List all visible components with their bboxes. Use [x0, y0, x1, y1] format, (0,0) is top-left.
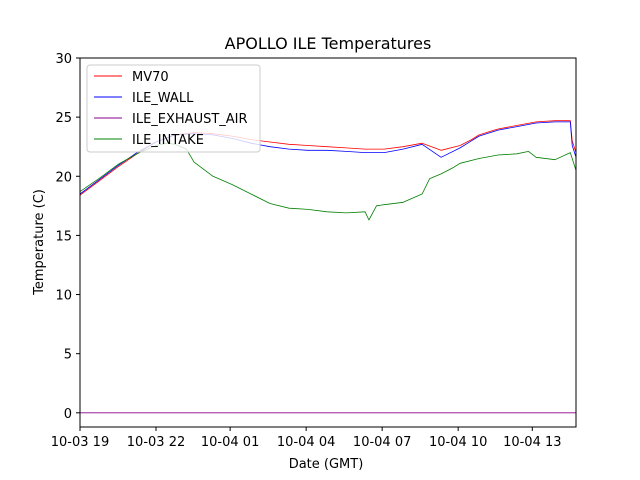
x-tick-label: 10-04 13: [503, 435, 561, 450]
y-tick-label: 30: [55, 52, 72, 67]
y-tick-label: 25: [55, 111, 72, 126]
legend: MV70 ILE_WALL ILE_EXHAUST_AIR ILE_INTAKE: [86, 64, 261, 153]
legend-label: ILE_INTAKE: [132, 133, 204, 148]
y-tick-label: 0: [64, 407, 72, 422]
x-tick-label: 10-03 22: [127, 435, 185, 450]
x-tick-label: 10-03 19: [51, 435, 109, 450]
chart-title: APOLLO ILE Temperatures: [225, 34, 432, 53]
legend-label: ILE_EXHAUST_AIR: [132, 112, 248, 127]
x-tick-label: 10-04 07: [353, 435, 411, 450]
legend-label: MV70: [132, 70, 169, 85]
y-tick-label: 20: [55, 170, 72, 185]
x-axis-title: Date (GMT): [289, 457, 364, 472]
x-tick-label: 10-04 04: [277, 435, 335, 450]
x-tick-label: 10-04 10: [429, 435, 487, 450]
y-tick-label: 10: [55, 289, 72, 304]
axes-frame: [79, 57, 577, 428]
y-tick-label: 5: [64, 348, 72, 363]
axes-group: 0 5 10 15 20 25 30 10-03 19 10-03 22 10-04 01 10-0…: [51, 52, 577, 450]
legend-label: ILE_WALL: [132, 91, 194, 106]
x-tick-label: 10-04 01: [201, 435, 259, 450]
y-tick-label: 15: [55, 229, 72, 244]
y-axis-title: Temperature (C): [32, 189, 47, 296]
legend-box: [86, 64, 261, 153]
